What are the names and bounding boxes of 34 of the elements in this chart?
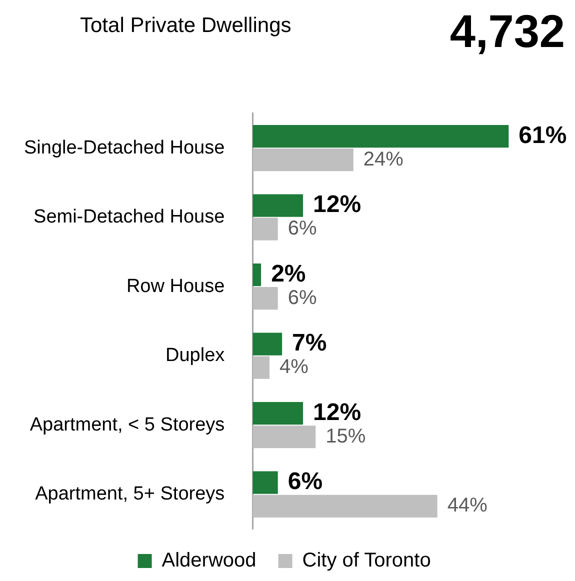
data-label: 6% — [288, 468, 323, 496]
y-tick-label: Apartment, < 5 Storeys — [30, 414, 225, 436]
bar — [252, 287, 278, 310]
data-label: 4% — [279, 356, 309, 378]
bar — [252, 263, 262, 286]
bar — [252, 194, 304, 217]
data-label: 6% — [288, 286, 317, 309]
data-label: 61% — [518, 122, 567, 149]
y-tick-label: Row House — [126, 276, 225, 297]
bar — [252, 218, 278, 240]
bar — [252, 148, 354, 172]
data-label: 12% — [313, 191, 362, 218]
legend-label: City of Toronto — [302, 550, 431, 572]
bar — [252, 494, 438, 518]
y-tick-label: Duplex — [166, 345, 226, 366]
y-tick-label: Semi-Detached House — [34, 206, 225, 228]
bar — [252, 356, 270, 379]
legend-label: Alderwood — [162, 550, 256, 572]
bar — [252, 402, 304, 425]
data-label: 24% — [363, 148, 404, 170]
bar — [252, 426, 316, 448]
bar — [252, 332, 282, 356]
data-label: 2% — [271, 260, 306, 288]
text: 4,732 — [450, 4, 565, 58]
bar — [252, 124, 509, 148]
bar — [252, 471, 278, 494]
y-tick-label: Single-Detached House — [24, 137, 225, 158]
data-label: 44% — [447, 494, 488, 517]
y-tick-label: Apartment, 5+ Storeys — [35, 484, 225, 505]
data-label: 6% — [288, 218, 317, 240]
chart-title: Total Private Dwellings — [80, 14, 292, 38]
data-label: 7% — [292, 330, 327, 357]
data-label: 15% — [326, 425, 366, 448]
data-label: 12% — [313, 398, 362, 426]
